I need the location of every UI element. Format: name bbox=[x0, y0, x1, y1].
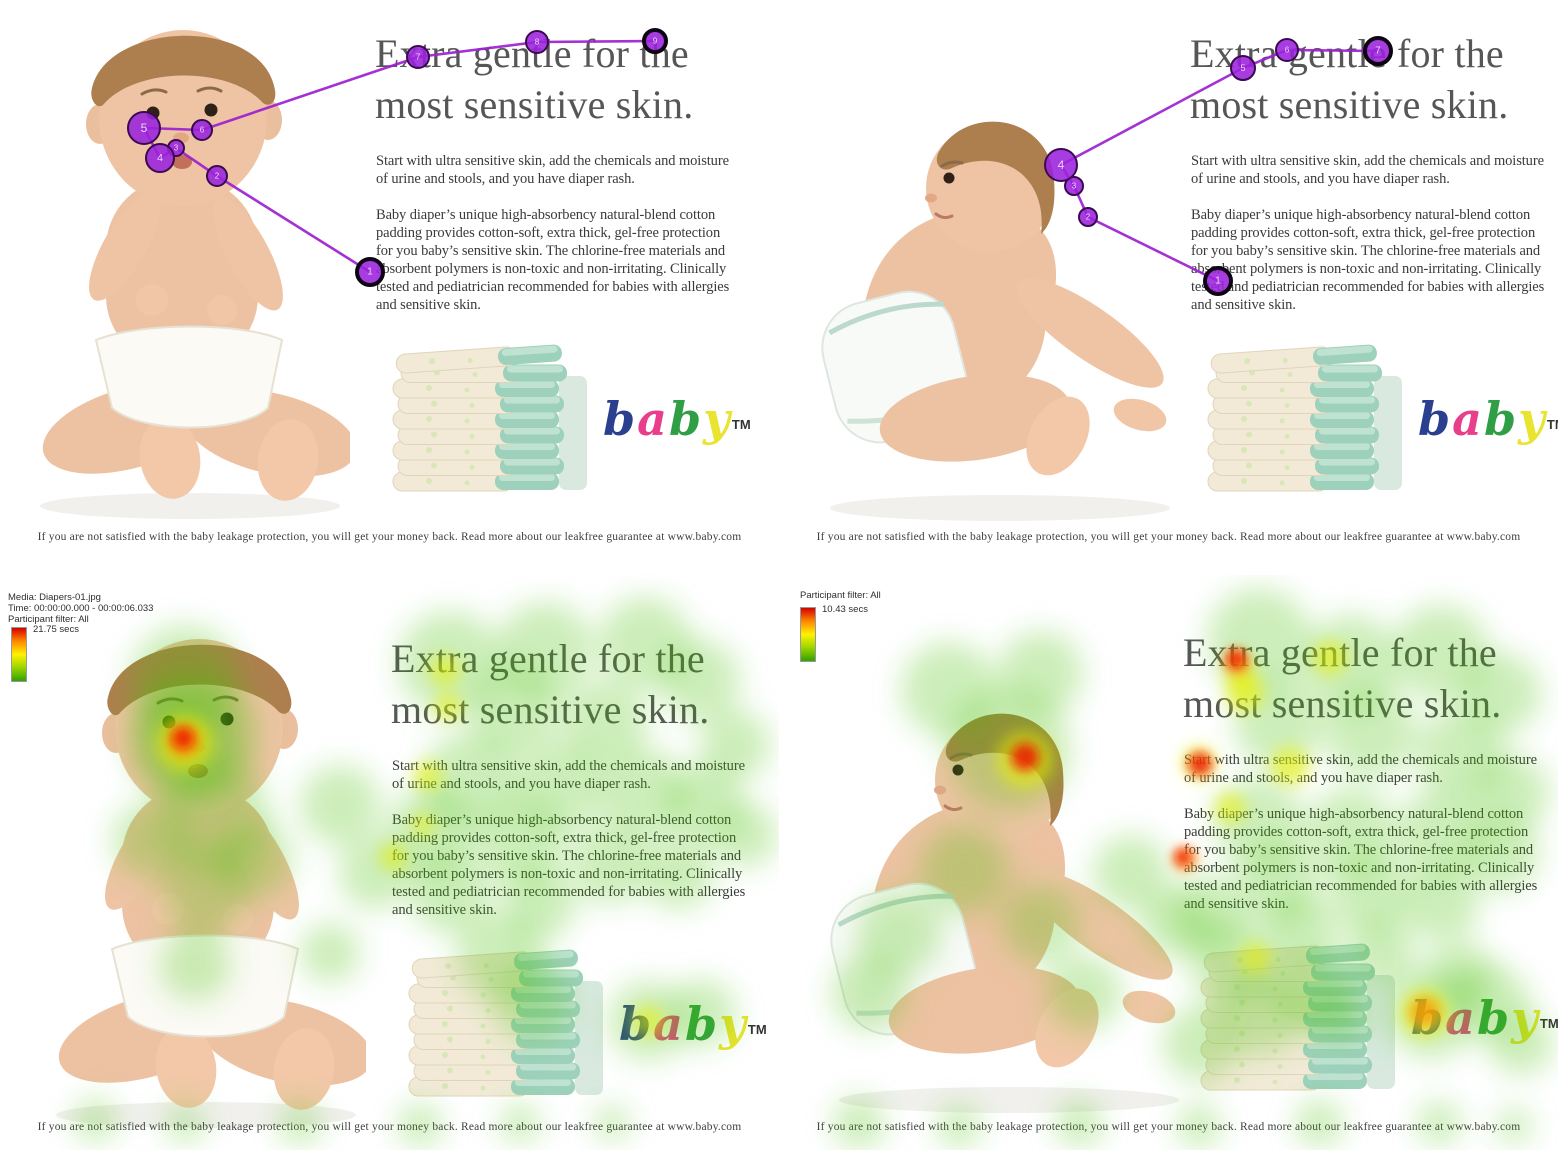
logo-letter: y bbox=[1511, 991, 1540, 1045]
heat-scale: 21.75 secs bbox=[11, 624, 79, 682]
ad-paragraph-2: Baby diaper’s unique high-absorbency nat… bbox=[1191, 207, 1545, 313]
trademark-symbol: TM bbox=[1546, 417, 1558, 432]
gazeplot-panel-side-baby: Extra gentle for the most sensitive skin… bbox=[779, 0, 1558, 575]
ad-paragraph-2: Baby diaper’s unique high-absorbency nat… bbox=[1184, 806, 1538, 912]
heatmap-panel-side-baby: Extra gentle for the most sensitive skin… bbox=[779, 575, 1558, 1150]
diaper-stack-photo bbox=[1199, 933, 1404, 1095]
logo-letter: b bbox=[619, 997, 654, 1051]
baby-photo bbox=[46, 617, 373, 1137]
baby-photo bbox=[809, 700, 1189, 1120]
trademark-symbol: TM bbox=[731, 417, 751, 432]
baby-logo: babyTM bbox=[619, 997, 767, 1067]
heat-scale-max-label: 21.75 secs bbox=[33, 624, 79, 635]
logo-letter: b bbox=[1483, 392, 1519, 446]
ad-headline: Extra gentle for the most sensitive skin… bbox=[1190, 31, 1509, 127]
time-range: Time: 00:00:00.000 - 00:00:06.033 bbox=[8, 603, 154, 614]
ad-headline: Extra gentle for the most sensitive skin… bbox=[1183, 630, 1502, 726]
heatmap-panel-front-baby: Extra gentle for the most sensitive skin… bbox=[0, 575, 779, 1150]
logo-letter: b bbox=[603, 392, 638, 446]
baby-photo bbox=[30, 8, 357, 528]
baby-side-illustration bbox=[830, 713, 1179, 1113]
diaper-stack-photo bbox=[1206, 334, 1411, 496]
trademark-symbol: TM bbox=[747, 1022, 767, 1037]
baby-logo-letters: baby bbox=[1418, 392, 1547, 446]
baby-front-illustration bbox=[56, 639, 373, 1128]
logo-letter: b bbox=[1411, 991, 1446, 1045]
footer-text: If you are not satisfied with the baby l… bbox=[37, 531, 742, 543]
footer-text: If you are not satisfied with the baby l… bbox=[816, 531, 1521, 543]
logo-letter: b bbox=[1418, 392, 1453, 446]
logo-letter: y bbox=[1518, 392, 1547, 446]
gazeplot-panel-front-baby: Extra gentle for the most sensitive skin… bbox=[0, 0, 779, 575]
ad-paragraph-1: Start with ultra sensitive skin, add the… bbox=[1191, 153, 1544, 187]
footer-text: If you are not satisfied with the baby l… bbox=[37, 1121, 742, 1133]
logo-letter: a bbox=[1452, 392, 1484, 446]
baby-photo bbox=[800, 108, 1180, 528]
diaper-stack-illustration bbox=[1200, 943, 1395, 1091]
logo-letter: a bbox=[653, 997, 685, 1051]
logo-letter: y bbox=[703, 392, 732, 446]
logo-letter: a bbox=[1445, 991, 1477, 1045]
media-name: Media: Diapers-01.jpg bbox=[8, 592, 101, 603]
baby-logo: babyTM bbox=[1411, 991, 1558, 1061]
baby-logo-letters: baby bbox=[603, 392, 732, 446]
baby-front-illustration bbox=[40, 30, 357, 519]
baby-logo: babyTM bbox=[603, 392, 751, 462]
ad-paragraph-1: Start with ultra sensitive skin, add the… bbox=[392, 758, 745, 792]
diaper-stack-illustration bbox=[392, 344, 587, 492]
heat-scale-bar bbox=[800, 607, 816, 662]
diaper-stack-photo bbox=[407, 939, 612, 1101]
heat-scale-max-label: 10.43 secs bbox=[822, 604, 868, 615]
participant-filter: Participant filter: All bbox=[8, 614, 89, 625]
media-metadata: Media: Diapers-01.jpg Time: 00:00:00.000… bbox=[8, 592, 153, 625]
diaper-stack-photo bbox=[391, 334, 596, 496]
ad-headline: Extra gentle for the most sensitive skin… bbox=[375, 31, 694, 127]
ad-paragraph-2: Baby diaper’s unique high-absorbency nat… bbox=[376, 207, 730, 313]
ad-paragraph-2: Baby diaper’s unique high-absorbency nat… bbox=[392, 812, 746, 918]
diaper-stack-illustration bbox=[408, 949, 603, 1097]
ad-headline: Extra gentle for the most sensitive skin… bbox=[391, 636, 710, 732]
logo-letter: y bbox=[719, 997, 748, 1051]
logo-letter: a bbox=[637, 392, 669, 446]
logo-letter: b bbox=[1476, 991, 1512, 1045]
media-metadata: Participant filter: All bbox=[800, 590, 881, 601]
diaper-stack-illustration bbox=[1207, 344, 1402, 492]
ad-paragraph-1: Start with ultra sensitive skin, add the… bbox=[1184, 752, 1537, 786]
heat-scale: 10.43 secs bbox=[800, 604, 868, 662]
baby-logo: babyTM bbox=[1418, 392, 1558, 462]
participant-filter: Participant filter: All bbox=[800, 590, 881, 601]
baby-logo-letters: baby bbox=[1411, 991, 1540, 1045]
footer-text: If you are not satisfied with the baby l… bbox=[816, 1121, 1521, 1133]
logo-letter: b bbox=[668, 392, 704, 446]
baby-side-illustration bbox=[821, 121, 1170, 521]
ad-paragraph-1: Start with ultra sensitive skin, add the… bbox=[376, 153, 729, 187]
logo-letter: b bbox=[684, 997, 720, 1051]
baby-logo-letters: baby bbox=[619, 997, 748, 1051]
trademark-symbol: TM bbox=[1539, 1016, 1558, 1031]
heat-scale-bar bbox=[11, 627, 27, 682]
svg-text:1: 1 bbox=[367, 267, 372, 278]
